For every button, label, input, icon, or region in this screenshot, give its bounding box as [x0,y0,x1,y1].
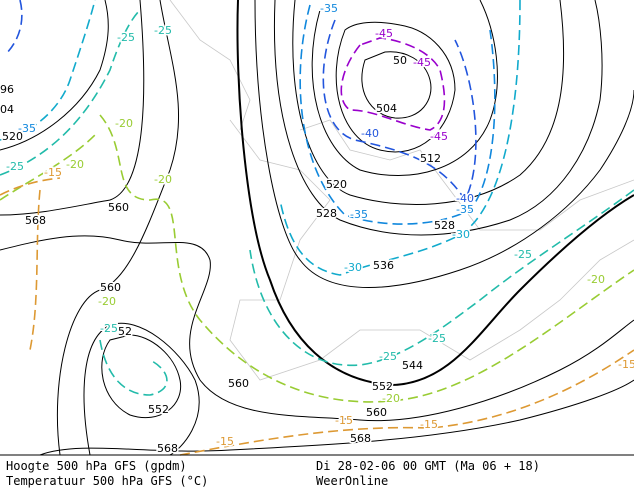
contour-label: -15 [44,166,62,179]
contour-line [0,0,96,141]
map-area [0,0,634,455]
contour-label: 568 [25,214,46,227]
contour-label: -25 [117,31,135,44]
contour-label: 52 [118,325,132,338]
contour-label: -20 [587,273,605,286]
contour-label: 544 [402,359,423,372]
contour-line [340,37,446,131]
contour-line [0,9,141,176]
contour-line [254,0,634,288]
contour-line [4,0,23,56]
contour-label: 552 [372,380,393,393]
contour-line [39,379,634,456]
contour-line [299,4,496,225]
contour-line [83,322,200,456]
contour-line [279,0,521,276]
contour-label: 528 [434,219,455,232]
contour-label: 50 [393,54,407,67]
contour-label: -35 [456,203,474,216]
contour-label: -15 [618,358,634,371]
valid-time: Di 28-02-06 00 GMT (Ma 06 + 18) [316,459,540,473]
contour-line [99,339,168,396]
contour-label: 04 [0,103,14,116]
contour-line [179,349,634,456]
contour-line [0,0,145,216]
contour-label: -35 [18,122,36,135]
contour-label: -25 [100,322,118,335]
contour-line [0,0,109,151]
contour-label: -25 [514,248,532,261]
contour-label: -40 [456,192,474,205]
contour-label: -20 [115,117,133,130]
contour-label: 560 [100,281,121,294]
contour-label: -20 [98,295,116,308]
contour-label: -15 [420,418,438,431]
contour-label: -20 [154,173,172,186]
contour-line [273,0,603,236]
contour-label: -30 [452,228,470,241]
contour-label: -35 [320,2,338,15]
contour-label: 96 [0,83,14,96]
contour-line [56,0,180,456]
contour-label: -25 [6,160,24,173]
contour-line [361,51,432,119]
contour-label: 504 [376,102,397,115]
contour-label: -25 [379,350,397,363]
contour-line [0,235,634,422]
contour-label: 512 [420,152,441,165]
contour-label: -40 [361,127,379,140]
contour-label: -45 [430,130,448,143]
contour-label: -45 [413,56,431,69]
contour-line [101,334,182,419]
contour-label: -15 [335,414,353,427]
contour-label: 528 [316,207,337,220]
contour-label: -30 [344,261,362,274]
contour-label: -20 [382,392,400,405]
contour-line [249,189,634,367]
contour-label: 568 [350,432,371,445]
contour-label: -15 [216,435,234,448]
contour-line [0,177,61,351]
contour-line [292,0,565,205]
contour-label: 560 [228,377,249,390]
contour-line [311,0,498,177]
contour-line [236,0,634,387]
contour-label: 568 [157,442,178,455]
contour-label: 536 [373,259,394,272]
contour-label: 520 [2,130,23,143]
contour-line [335,21,456,153]
contour-label: -35 [350,208,368,221]
contour-label: -25 [154,24,172,37]
contour-label: 560 [366,406,387,419]
contour-label: 560 [108,201,129,214]
temperature-contours [0,0,634,456]
contour-label: -20 [66,158,84,171]
contour-line [322,19,477,202]
contour-label: -25 [428,332,446,345]
contour-label: 552 [148,403,169,416]
contour-label: 520 [326,178,347,191]
height-contours [0,0,634,456]
contour-label: -45 [375,27,393,40]
source: WeerOnline [316,474,388,488]
contour-line [99,114,634,403]
legend-temperature: Temperatuur 500 hPa GFS (°C) [6,474,208,488]
legend-height: Hoogte 500 hPa GFS (gpdm) [6,459,187,473]
